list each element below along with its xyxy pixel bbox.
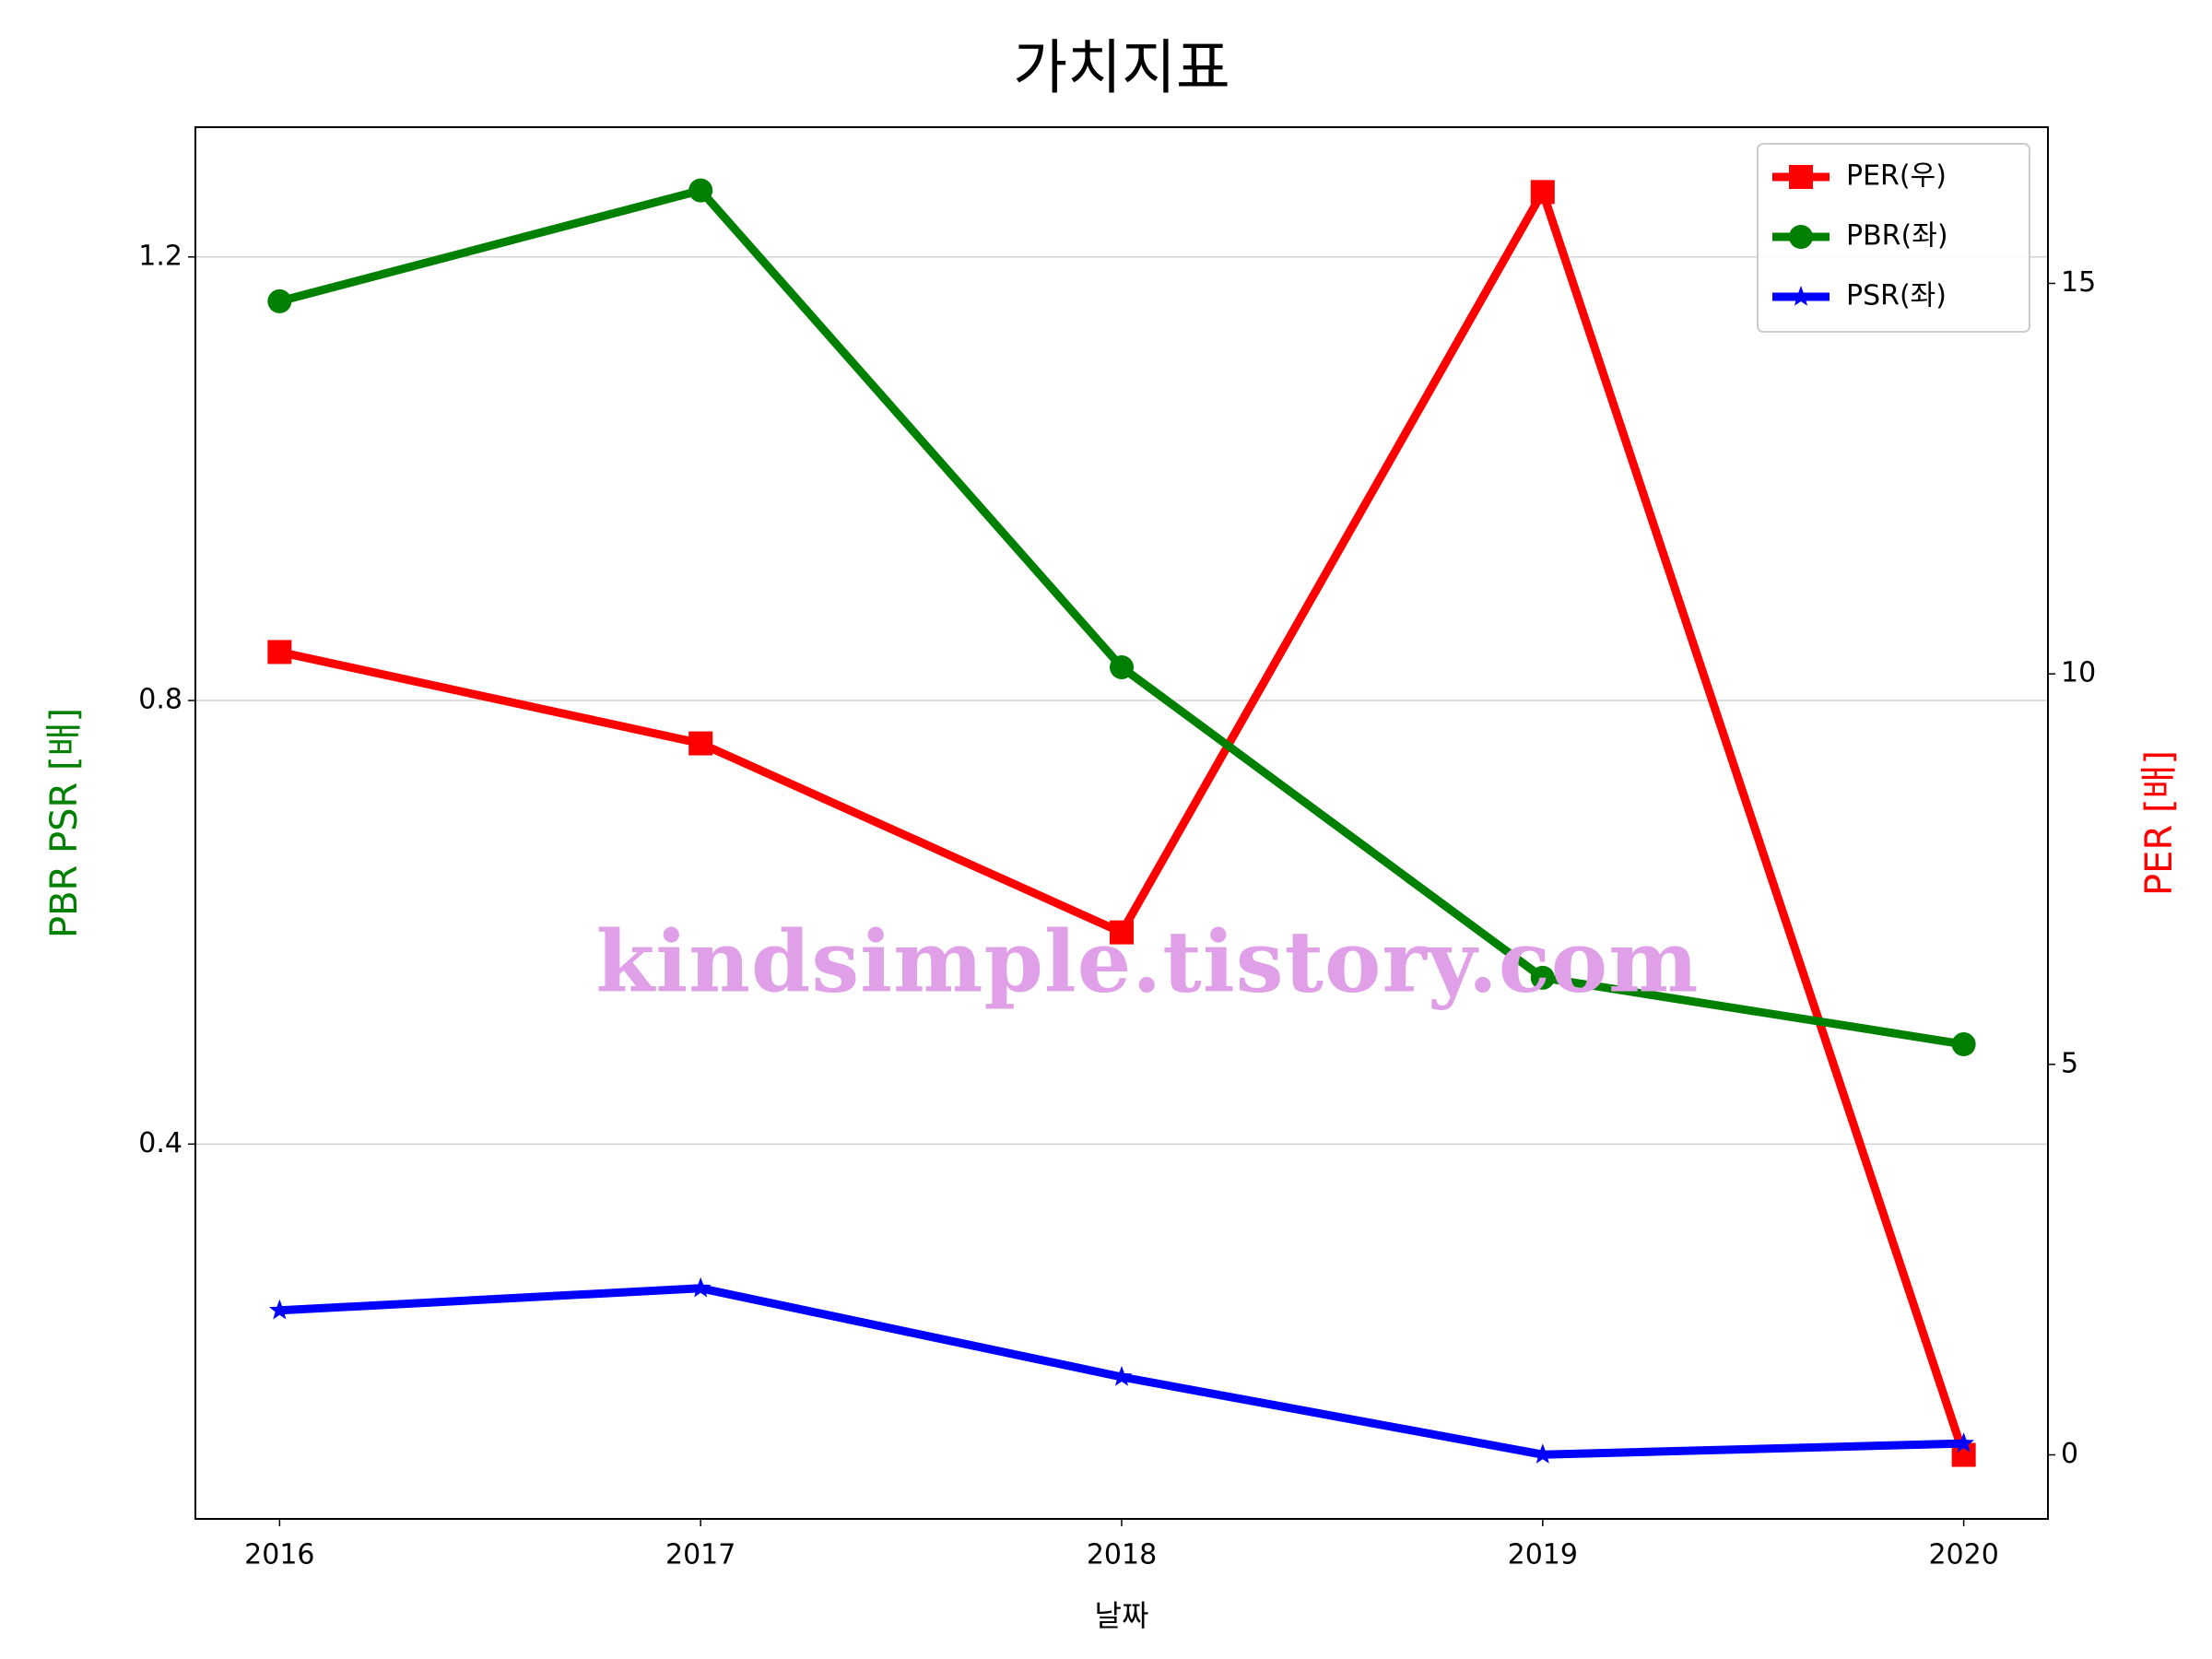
marker	[1532, 1443, 1554, 1464]
x-tick-label: 2020	[1928, 1539, 1998, 1571]
x-axis-label: 날짜	[1095, 1598, 1149, 1633]
marker	[1110, 654, 1134, 679]
marker	[1951, 1032, 1976, 1057]
legend-marker	[1789, 225, 1813, 249]
y-tick-label: 1.2	[138, 240, 182, 272]
marker	[1111, 1365, 1133, 1386]
marker	[688, 731, 713, 756]
legend-label: PER(우)	[1846, 160, 1947, 193]
marker	[689, 1277, 712, 1298]
x-tick-label: 2018	[1087, 1539, 1157, 1571]
y2-tick-label: 5	[2061, 1047, 2078, 1079]
x-tick-label: 2019	[1508, 1539, 1578, 1571]
marker	[268, 1299, 290, 1320]
legend-label: PBR(좌)	[1846, 220, 1948, 253]
legend-box	[1757, 143, 2030, 333]
marker	[267, 640, 292, 665]
legend-marker	[1790, 286, 1812, 306]
legend: PER(우) PBR(좌) PSR(좌)	[1757, 143, 2030, 333]
y2-tick-label: 15	[2061, 266, 2096, 299]
marker	[1530, 965, 1555, 990]
x-tick-label: 2017	[665, 1539, 735, 1571]
plot-frame	[194, 126, 2049, 1520]
watermark: kindsimple.tistory.com	[595, 912, 1699, 1012]
y-tick-label: 0.8	[138, 684, 182, 716]
chart-title: 가치지표	[1013, 35, 1230, 103]
y2-tick-label: 10	[2061, 657, 2096, 689]
marker	[1953, 1432, 1975, 1453]
marker	[1110, 920, 1134, 945]
legend-marker	[1789, 165, 1813, 189]
marker	[1530, 180, 1555, 205]
x-tick-label: 2016	[244, 1539, 314, 1571]
y2-tick-label: 0	[2061, 1438, 2078, 1470]
legend-label: PSR(좌)	[1846, 280, 1947, 312]
y2-axis-label: PER [배]	[2138, 750, 2181, 896]
marker	[267, 288, 292, 313]
marker	[688, 178, 713, 203]
y-axis-label: PBR PSR [배]	[43, 708, 86, 938]
y-tick-label: 0.4	[138, 1127, 182, 1159]
